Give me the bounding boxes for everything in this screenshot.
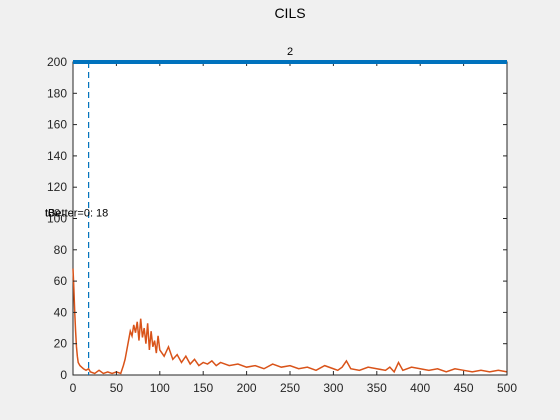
y-tick-label: 0 (60, 368, 67, 382)
x-tick-label: 300 (323, 381, 343, 395)
y-tick-label: 120 (47, 180, 67, 194)
annotation-overlap-label: t00 (45, 208, 60, 220)
x-tick-label: 150 (193, 381, 213, 395)
x-tick-label: 500 (497, 381, 517, 395)
x-tick-label: 450 (454, 381, 474, 395)
top-line-label: 2 (287, 46, 293, 58)
y-tick-label: 20 (54, 337, 68, 351)
x-tick-label: 50 (110, 381, 124, 395)
y-tick-label: 160 (47, 118, 67, 132)
x-tick-label: 400 (410, 381, 430, 395)
y-tick-label: 60 (54, 274, 68, 288)
x-tick-label: 0 (70, 381, 77, 395)
y-tick-label: 180 (47, 86, 67, 100)
x-tick-label: 100 (150, 381, 170, 395)
x-tick-label: 350 (367, 381, 387, 395)
y-tick-label: 80 (54, 243, 68, 257)
y-tick-label: 200 (47, 55, 67, 69)
chart-title: CILS (274, 5, 305, 21)
y-tick-label: 140 (47, 149, 67, 163)
x-tick-label: 250 (280, 381, 300, 395)
y-tick-label: 40 (54, 305, 68, 319)
x-tick-label: 200 (237, 381, 257, 395)
